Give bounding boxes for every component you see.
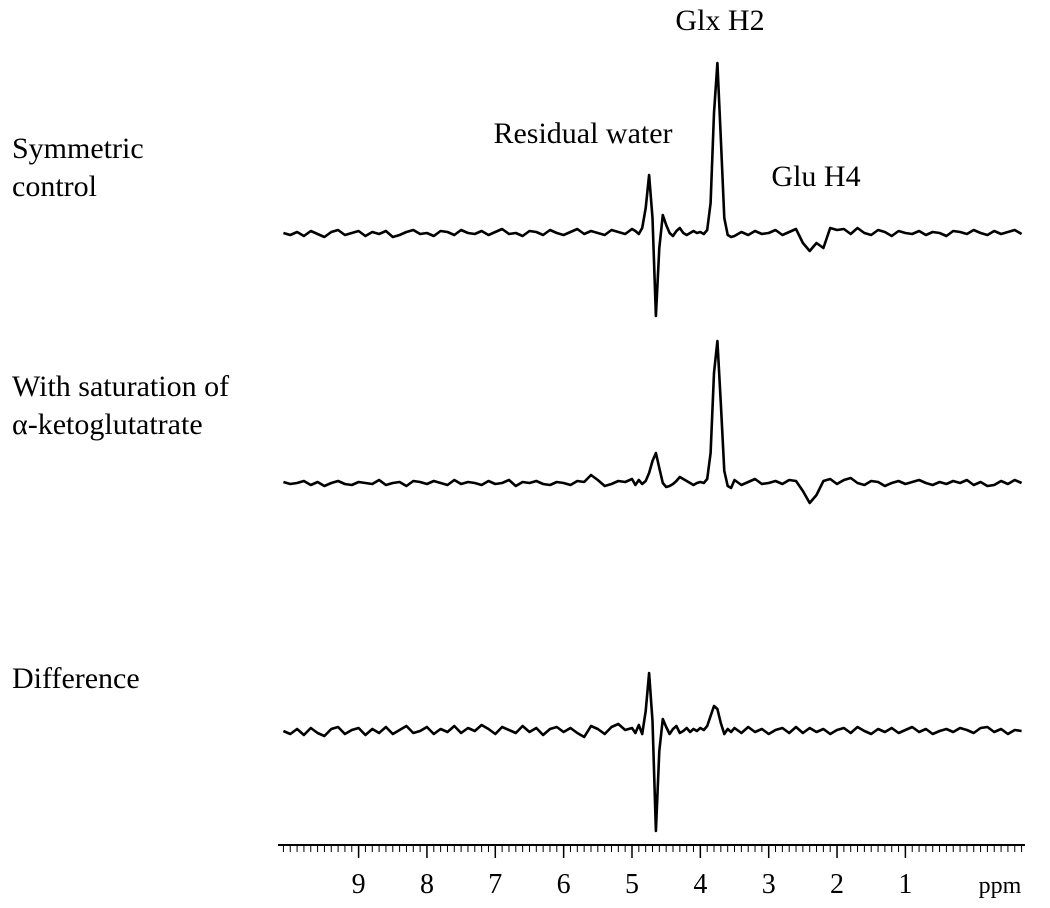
- annotation: Glu H4: [771, 160, 860, 193]
- x-tick-label: 9: [352, 869, 366, 900]
- series-label: With saturation of α-ketoglutatrate: [12, 370, 230, 441]
- x-tick-label: 1: [898, 869, 912, 900]
- x-tick-label: 7: [488, 869, 502, 900]
- x-axis-label: ppm: [979, 873, 1022, 899]
- x-tick-label: 5: [625, 869, 639, 900]
- spectrum-line: [283, 61, 1023, 318]
- spectrum-line: [282, 671, 1022, 833]
- spectrum-line: [283, 339, 1023, 505]
- x-tick-label: 6: [557, 869, 571, 900]
- x-tick-label: 2: [830, 869, 844, 900]
- x-tick-label: 3: [762, 869, 776, 900]
- x-tick-label: 8: [420, 869, 434, 900]
- x-tick-label: 4: [693, 869, 707, 900]
- series-label: Symmetric control: [12, 132, 144, 203]
- annotation: Glx H2: [675, 4, 764, 37]
- annotation: Residual water: [493, 117, 672, 150]
- series-label: Difference: [12, 662, 140, 695]
